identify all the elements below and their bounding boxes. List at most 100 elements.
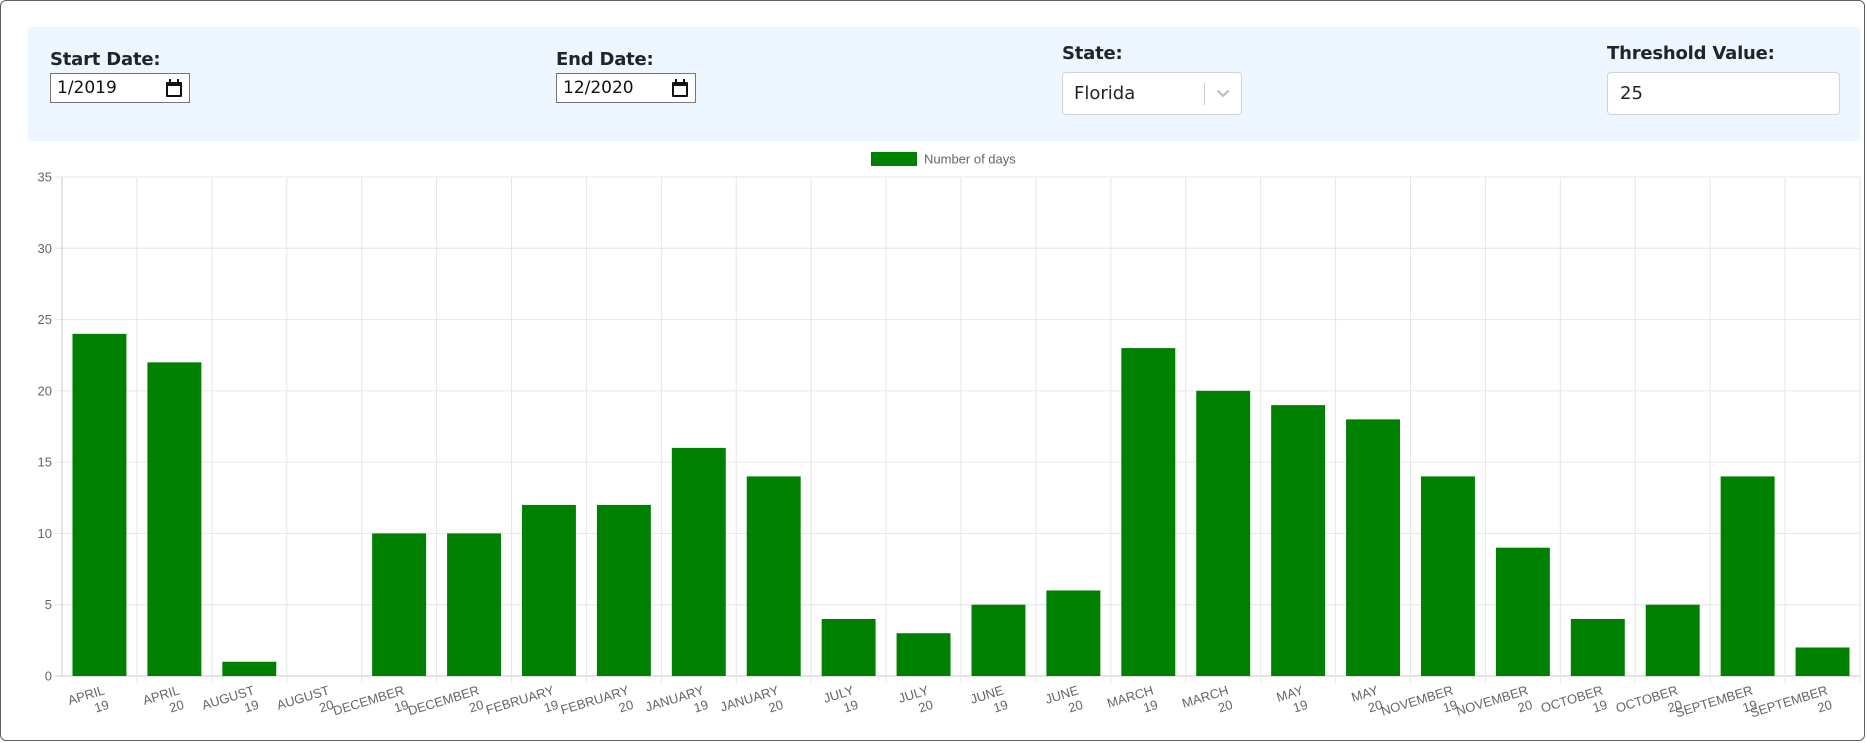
bar bbox=[971, 604, 1026, 676]
legend-swatch bbox=[871, 152, 917, 166]
x-tick-label: DECEMBER20 bbox=[406, 683, 485, 733]
bar bbox=[72, 333, 127, 676]
x-tick-label: OCTOBER19 bbox=[1539, 683, 1609, 730]
x-tick-label-line: 19 bbox=[1441, 697, 1459, 716]
state-value: Florida bbox=[1074, 83, 1136, 104]
calendar-icon[interactable] bbox=[671, 79, 689, 97]
x-tick-label: MARCH19 bbox=[1105, 683, 1159, 726]
bar bbox=[671, 447, 726, 676]
bar bbox=[447, 533, 502, 676]
x-tick-label-line: 20 bbox=[467, 697, 485, 716]
bar bbox=[1196, 390, 1251, 676]
y-tick-label: 15 bbox=[38, 455, 52, 470]
bar bbox=[1046, 590, 1101, 676]
x-tick-label: APRIL20 bbox=[141, 683, 186, 723]
state-field: State: Florida bbox=[1062, 43, 1242, 115]
bar bbox=[147, 362, 202, 676]
bar bbox=[896, 633, 951, 676]
y-tick-label: 10 bbox=[38, 526, 52, 541]
start-date-value: 1/2019 bbox=[57, 78, 117, 98]
x-tick-label: JUNE20 bbox=[1043, 682, 1085, 721]
x-tick-label: JANUARY20 bbox=[718, 682, 785, 728]
x-tick-label-line: 19 bbox=[842, 697, 860, 716]
x-tick-label-line: 19 bbox=[1591, 697, 1609, 716]
x-tick-label: JANUARY19 bbox=[643, 682, 710, 728]
x-tick-label: MAY19 bbox=[1275, 682, 1310, 719]
bar bbox=[1420, 476, 1475, 676]
bar bbox=[1271, 405, 1326, 676]
bar bbox=[521, 504, 576, 676]
x-tick-label-line: 19 bbox=[92, 697, 110, 716]
x-tick-label-line: 20 bbox=[1216, 697, 1234, 716]
x-tick-label-line: 20 bbox=[1816, 697, 1834, 716]
x-tick-label-line: 19 bbox=[1741, 697, 1759, 716]
bar bbox=[1720, 476, 1775, 676]
y-tick-label: 35 bbox=[38, 170, 52, 185]
bar bbox=[1495, 547, 1550, 676]
x-tick-label: JULY20 bbox=[897, 682, 936, 720]
x-tick-label: FEBRUARY19 bbox=[484, 682, 561, 731]
start-date-field: Start Date: 1/2019 bbox=[50, 49, 190, 103]
start-date-input[interactable]: 1/2019 bbox=[50, 73, 190, 103]
end-date-field: End Date: 12/2020 bbox=[556, 49, 696, 103]
x-tick-label-line: 19 bbox=[1291, 697, 1309, 716]
chart-legend[interactable]: Number of days bbox=[871, 152, 1016, 167]
x-tick-label: AUGUST19 bbox=[200, 683, 261, 728]
x-tick-label: SEPTEMBER20 bbox=[1748, 683, 1833, 735]
state-select[interactable]: Florida bbox=[1062, 72, 1242, 115]
y-axis-ticks: 0 5 10 15 20 25 30 35 bbox=[38, 170, 52, 684]
bar bbox=[596, 504, 651, 676]
bar bbox=[746, 476, 801, 676]
bar bbox=[821, 618, 876, 676]
x-tick-label-line: 20 bbox=[1066, 697, 1084, 716]
x-tick-label: NOVEMBER20 bbox=[1454, 683, 1534, 733]
y-tick-label: 25 bbox=[38, 312, 52, 327]
x-tick-label: JULY19 bbox=[822, 682, 861, 720]
threshold-label: Threshold Value: bbox=[1607, 43, 1775, 64]
x-tick-label-line: 20 bbox=[1516, 697, 1534, 716]
y-tick-label: 0 bbox=[45, 669, 52, 684]
x-tick-label-line: 19 bbox=[392, 697, 410, 716]
y-tick-label: 20 bbox=[38, 383, 52, 398]
x-tick-label-line: 20 bbox=[767, 697, 785, 716]
x-tick-label-line: 19 bbox=[242, 697, 260, 716]
bar-series bbox=[72, 333, 1850, 676]
x-tick-label: FEBRUARY20 bbox=[559, 682, 636, 731]
end-date-value: 12/2020 bbox=[563, 78, 634, 98]
x-tick-label-line: 19 bbox=[692, 697, 710, 716]
x-tick-label-line: 19 bbox=[1141, 697, 1159, 716]
y-tick-label: 5 bbox=[45, 597, 52, 612]
x-tick-label: DECEMBER19 bbox=[331, 683, 410, 733]
x-tick-label: SEPTEMBER19 bbox=[1673, 683, 1758, 735]
bar bbox=[1795, 647, 1850, 676]
y-tick-label: 30 bbox=[38, 241, 52, 256]
x-tick-label-line: 20 bbox=[617, 697, 635, 716]
chart-grid bbox=[55, 176, 1861, 683]
threshold-field: Threshold Value: bbox=[1607, 43, 1840, 115]
x-tick-label-line: 20 bbox=[317, 697, 335, 716]
select-separator bbox=[1204, 82, 1205, 105]
chevron-down-icon[interactable] bbox=[1205, 89, 1241, 98]
bar bbox=[1570, 618, 1625, 676]
x-tick-label: AUGUST20 bbox=[275, 683, 336, 728]
x-tick-label: NOVEMBER19 bbox=[1379, 683, 1459, 733]
state-label: State: bbox=[1062, 43, 1123, 64]
x-tick-label: MARCH20 bbox=[1180, 683, 1234, 726]
filter-panel: Start Date: 1/2019 End Date: 12/2020 Sta… bbox=[28, 27, 1860, 141]
threshold-input[interactable] bbox=[1607, 72, 1840, 115]
bar bbox=[372, 533, 427, 676]
x-tick-label-line: 20 bbox=[1666, 697, 1684, 716]
x-tick-label-line: 20 bbox=[1366, 697, 1384, 716]
bar bbox=[1121, 348, 1176, 676]
x-axis-ticks: APRIL19 APRIL20 AUGUST19 AUGUST20DECEMBER19… bbox=[66, 682, 1834, 735]
x-tick-label-line: 19 bbox=[991, 697, 1009, 716]
end-date-input[interactable]: 12/2020 bbox=[556, 73, 696, 103]
calendar-icon[interactable] bbox=[165, 79, 183, 97]
x-tick-label: JUNE19 bbox=[968, 682, 1010, 721]
end-date-label: End Date: bbox=[556, 49, 654, 70]
x-tick-label-line: 20 bbox=[167, 697, 185, 716]
legend-label: Number of days bbox=[924, 152, 1016, 167]
start-date-label: Start Date: bbox=[50, 49, 161, 70]
bar bbox=[1346, 419, 1401, 676]
